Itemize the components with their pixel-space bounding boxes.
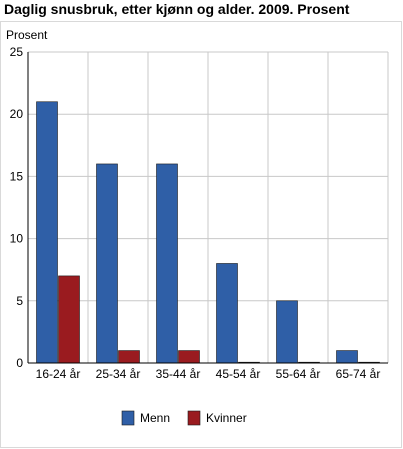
bar [96,163,118,364]
y-tick-label: 15 [10,169,24,183]
y-axis-label: Prosent [6,28,48,42]
x-tick-label: 45-54 år [216,367,261,381]
y-tick-label: 0 [16,356,23,370]
bar [276,300,298,364]
bar [58,275,80,364]
bar [36,101,58,364]
legend-label: Kvinner [206,411,247,425]
bar [118,350,140,364]
x-tick-label: 25-34 år [96,367,141,381]
y-tick-label: 5 [16,294,23,308]
bar [178,350,200,364]
x-tick-label: 65-74 år [336,367,381,381]
legend-swatch [121,410,135,426]
x-tick-label: 55-64 år [276,367,321,381]
chart-title: Daglig snusbruk, etter kjønn og alder. 2… [4,1,350,17]
legend-label: Menn [140,411,170,425]
y-tick-label: 10 [10,232,24,246]
legend-swatch [187,410,201,426]
bar [336,350,358,364]
bar [216,263,238,364]
y-tick-label: 20 [10,107,24,121]
x-tick-label: 16-24 år [36,367,81,381]
y-tick-label: 25 [10,45,24,59]
x-tick-label: 35-44 år [156,367,201,381]
bar [156,163,178,364]
